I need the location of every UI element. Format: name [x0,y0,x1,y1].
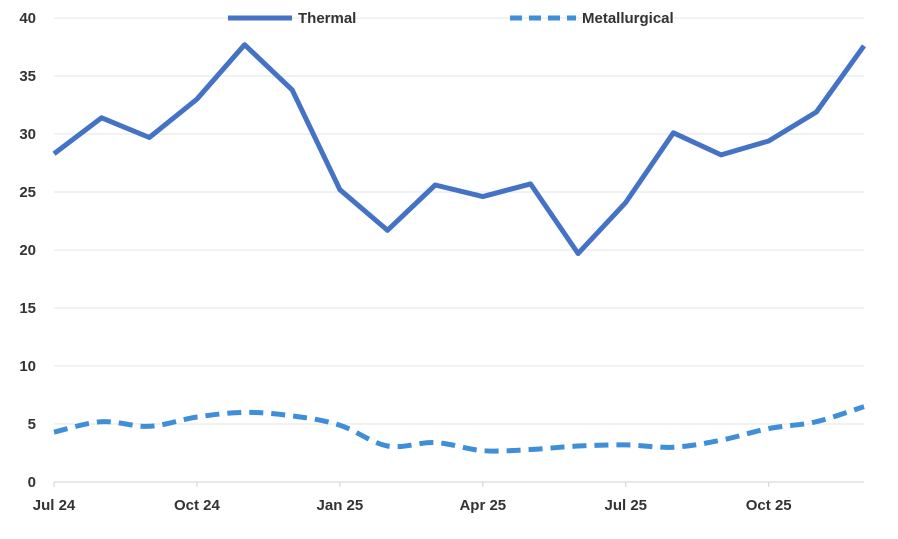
data-point-thermal [147,135,152,140]
data-point-metallurgical [99,419,104,424]
y-tick-label: 5 [28,416,36,433]
data-point-thermal [528,181,533,186]
data-point-metallurgical [719,438,724,443]
data-point-metallurgical [623,442,628,447]
data-point-metallurgical [528,447,533,452]
data-point-metallurgical [337,423,342,428]
gridlines [54,17,864,483]
data-point-metallurgical [290,413,295,418]
data-point-thermal [433,183,438,188]
data-point-metallurgical [194,415,199,420]
data-point-metallurgical [147,424,152,429]
data-point-thermal [194,97,199,102]
data-point-metallurgical [480,448,485,453]
data-point-metallurgical [862,404,867,409]
x-axis-ticks: Jul 24 Oct 24 Jan 25 Apr 25 Jul 25 Oct 25 [33,482,792,514]
y-axis-ticks: 0 5 10 15 20 25 30 35 40 [19,10,36,491]
series-line-thermal [52,42,867,256]
y-tick-label: 25 [19,184,36,201]
data-point-thermal [766,139,771,144]
data-point-thermal [576,251,581,256]
data-point-thermal [99,115,104,120]
legend-label-metallurgical: Metallurgical [582,10,674,27]
data-point-thermal [862,43,867,48]
data-point-thermal [385,228,390,233]
data-point-metallurgical [814,419,819,424]
x-tick-label: Apr 25 [459,497,506,514]
data-point-metallurgical [576,444,581,449]
data-point-thermal [671,130,676,135]
y-tick-label: 30 [19,126,36,143]
y-tick-label: 0 [28,474,36,491]
data-point-metallurgical [385,444,390,449]
data-point-thermal [480,194,485,199]
data-point-thermal [814,110,819,115]
y-tick-label: 40 [19,10,36,27]
data-point-metallurgical [242,410,247,415]
data-point-thermal [52,151,57,156]
data-point-metallurgical [433,440,438,445]
x-tick-label: Oct 25 [746,497,792,514]
legend-label-thermal: Thermal [298,10,356,27]
x-tick-label: Oct 24 [174,497,221,514]
data-point-metallurgical [766,426,771,431]
data-point-thermal [623,200,628,205]
data-point-metallurgical [671,445,676,450]
x-tick-label: Jul 24 [33,497,76,514]
y-tick-label: 10 [19,358,36,375]
x-tick-label: Jul 25 [604,497,647,514]
data-point-thermal [242,42,247,47]
series-lines [52,42,867,454]
y-tick-label: 35 [19,68,36,85]
y-tick-label: 20 [19,242,36,259]
data-point-thermal [337,187,342,192]
x-tick-label: Jan 25 [317,497,364,514]
legend: Thermal Metallurgical [228,10,674,27]
data-point-thermal [719,152,724,157]
y-tick-label: 15 [19,300,36,317]
series-line-metallurgical [53,404,865,454]
data-point-metallurgical [52,430,57,435]
data-point-thermal [290,87,295,92]
